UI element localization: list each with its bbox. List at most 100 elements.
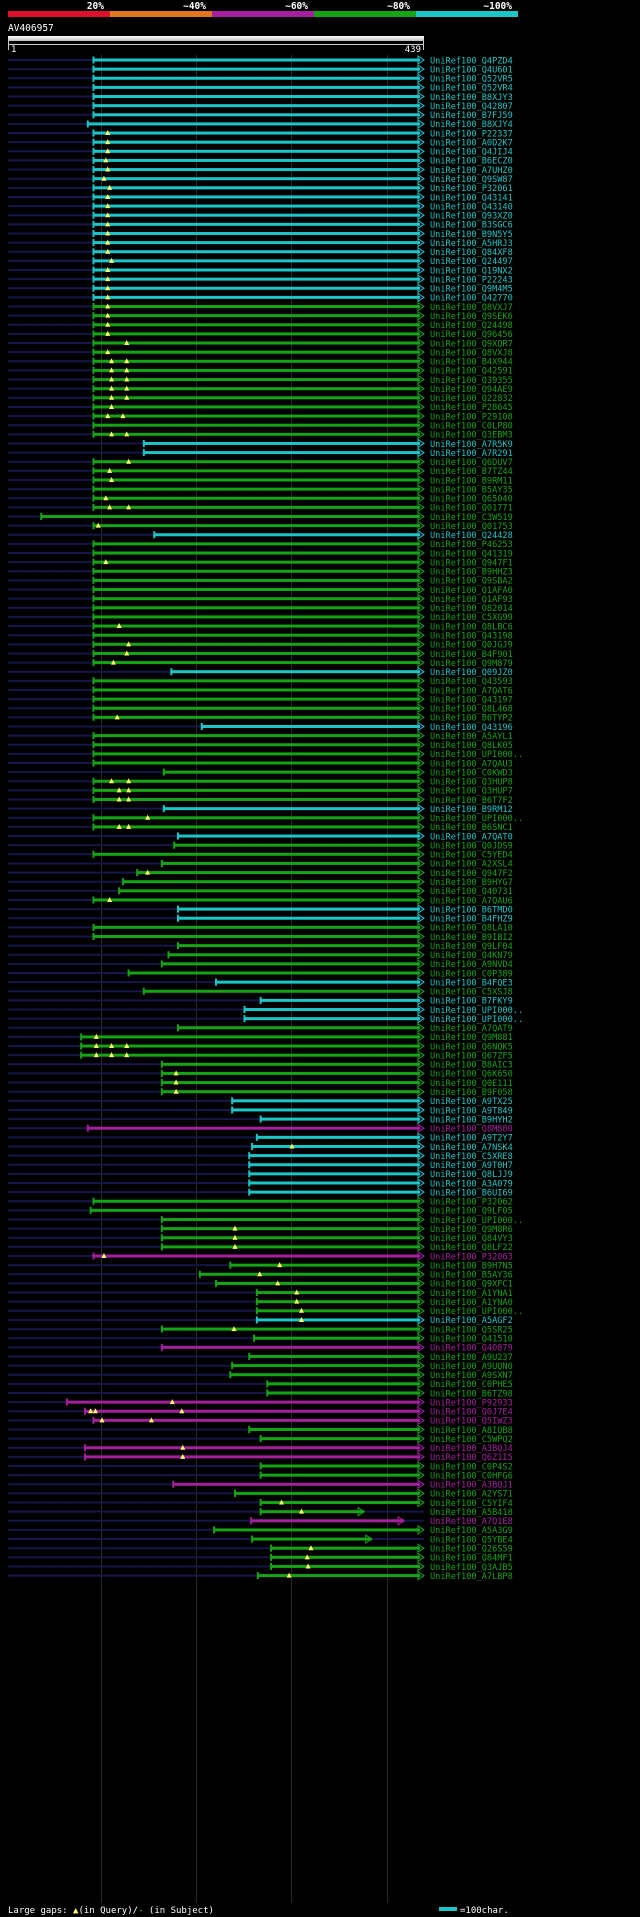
hit-row[interactable]: UniRef100_Q52VR4	[8, 82, 513, 94]
hit-row[interactable]: UniRef100_Q40731	[8, 885, 513, 897]
hit-row[interactable]: UniRef100_Q5IWZ3	[8, 1415, 513, 1427]
hit-row[interactable]: UniRef100_P28645	[8, 402, 513, 413]
hit-label[interactable]: UniRef100_B9F058	[430, 1088, 513, 1098]
hit-label[interactable]: UniRef100_A9T849	[430, 1106, 513, 1116]
hit-label[interactable]: UniRef100_Q4U601	[430, 65, 513, 75]
hit-row[interactable]: UniRef100_Q19NX2	[8, 265, 513, 276]
hit-row[interactable]: UniRef100_Q9XQR7	[8, 338, 513, 349]
hit-label[interactable]: UniRef100_Q40731	[430, 887, 513, 897]
hit-row[interactable]: UniRef100_Q5SR25	[8, 1324, 513, 1335]
hit-row[interactable]: UniRef100_B8XJY4	[8, 118, 513, 130]
hit-row[interactable]: UniRef100_Q84MF1	[8, 1552, 513, 1564]
hit-label[interactable]: UniRef100_A2XSL4	[430, 860, 513, 870]
hit-label[interactable]: UniRef100_A5AGF2	[430, 1316, 513, 1326]
hit-label[interactable]: UniRef100_Q24497	[430, 257, 513, 267]
hit-label[interactable]: UniRef100_Q0E111	[430, 1079, 513, 1089]
hit-row[interactable]: UniRef100_A3BQJ4	[8, 1442, 513, 1454]
hit-row[interactable]: UniRef100_Q6Z1I5	[8, 1451, 513, 1463]
hit-row[interactable]: UniRef100_B4X944	[8, 356, 513, 368]
hit-row[interactable]: UniRef100_B5AY36	[8, 1269, 513, 1281]
hit-label[interactable]: UniRef100_Q8L468	[430, 705, 513, 715]
hit-row[interactable]: UniRef100_A7NSK4	[8, 1141, 513, 1153]
hit-label[interactable]: UniRef100_B9RM12	[430, 805, 513, 815]
hit-label[interactable]: UniRef100_UPI000..	[430, 1216, 523, 1226]
hit-row[interactable]: UniRef100_A7R291	[8, 447, 513, 459]
hit-row[interactable]: UniRef100_A5HRJ3	[8, 237, 513, 249]
hit-row[interactable]: UniRef100_Q1AFA0	[8, 584, 513, 596]
hit-label[interactable]: UniRef100_A7UHZ0	[430, 166, 513, 176]
hit-row[interactable]: UniRef100_Q09JZ0	[8, 666, 513, 678]
hit-row[interactable]: UniRef100_Q9SEK6	[8, 310, 513, 322]
hit-label[interactable]: UniRef100_B5AY36	[430, 1271, 513, 1281]
hit-row[interactable]: UniRef100_Q43593	[8, 675, 513, 687]
hit-row[interactable]: UniRef100_B7FKY9	[8, 995, 513, 1007]
hit-label[interactable]: UniRef100_Q9XFC1	[430, 1280, 513, 1290]
hit-label[interactable]: UniRef100_B6T7F2	[430, 796, 513, 806]
hit-row[interactable]: UniRef100_Q3AJB5	[8, 1561, 513, 1573]
hit-label[interactable]: UniRef100_Q94AE9	[430, 385, 513, 395]
hit-label[interactable]: UniRef100_C0LP80	[430, 422, 513, 432]
hit-label[interactable]: UniRef100_C0HFG6	[430, 1471, 513, 1481]
hit-row[interactable]: UniRef100_Q8VXJ8	[8, 347, 513, 358]
hit-label[interactable]: UniRef100_Q1AFA0	[430, 586, 513, 596]
hit-label[interactable]: UniRef100_Q26S59	[430, 1544, 513, 1554]
hit-row[interactable]: UniRef100_Q3HUP8	[8, 776, 513, 788]
hit-row[interactable]: UniRef100_A7UHZ0	[8, 164, 513, 176]
hit-label[interactable]: UniRef100_Q43593	[430, 677, 513, 687]
hit-row[interactable]: UniRef100_B4F901	[8, 648, 513, 660]
hit-label[interactable]: UniRef100_UPI000..	[430, 814, 523, 824]
hit-label[interactable]: UniRef100_Q3EBM3	[430, 431, 513, 441]
hit-row[interactable]: UniRef100_C0KWD3	[8, 767, 513, 778]
hit-label[interactable]: UniRef100_B4FQE3	[430, 978, 513, 988]
hit-label[interactable]: UniRef100_C3W519	[430, 513, 513, 523]
hit-label[interactable]: UniRef100_Q41319	[430, 549, 513, 559]
hit-label[interactable]: UniRef100_A9T0H7	[430, 1161, 513, 1171]
hit-row[interactable]: UniRef100_Q0JGJ9	[8, 639, 513, 651]
hit-row[interactable]: UniRef100_B9HYH2	[8, 1114, 513, 1125]
hit-row[interactable]: UniRef100_Q4U601	[8, 64, 513, 75]
hit-label[interactable]: UniRef100_A9U237	[430, 1353, 513, 1363]
hit-row[interactable]: UniRef100_Q6DUV7	[8, 456, 513, 468]
hit-row[interactable]: UniRef100_Q9XFC1	[8, 1278, 513, 1290]
hit-row[interactable]: UniRef100_A3A079	[8, 1178, 513, 1189]
hit-label[interactable]: UniRef100_Q39355	[430, 376, 513, 386]
hit-label[interactable]: UniRef100_P46253	[430, 540, 513, 550]
hit-label[interactable]: UniRef100_Q8VXJ7	[430, 303, 513, 313]
hit-row[interactable]: UniRef100_C0LP80	[8, 420, 513, 432]
hit-label[interactable]: UniRef100_Q43198	[430, 631, 513, 641]
hit-row[interactable]: UniRef100_A7R5K9	[8, 438, 513, 450]
hit-label[interactable]: UniRef100_UPI000..	[430, 750, 523, 760]
hit-label[interactable]: UniRef100_Q8VXJ8	[430, 348, 513, 358]
hit-row[interactable]: UniRef100_UPI000..	[8, 1013, 523, 1025]
hit-row[interactable]: UniRef100_B6SNC1	[8, 821, 513, 833]
hit-row[interactable]: UniRef100_Q8L468	[8, 703, 513, 715]
hit-row[interactable]: UniRef100_Q9LF04	[8, 940, 513, 952]
hit-row[interactable]: UniRef100_Q4JIJ4	[8, 146, 513, 158]
hit-label[interactable]: UniRef100_Q40879	[430, 1344, 513, 1354]
hit-label[interactable]: UniRef100_A9UQN0	[430, 1362, 513, 1372]
hit-label[interactable]: UniRef100_O82014	[430, 604, 513, 614]
hit-row[interactable]: UniRef100_B6TZ98	[8, 1388, 513, 1399]
hit-row[interactable]: UniRef100_Q9M4M5	[8, 283, 513, 295]
hit-label[interactable]: UniRef100_B4X944	[430, 358, 513, 368]
hit-row[interactable]: UniRef100_A9SXN7	[8, 1369, 513, 1381]
hit-label[interactable]: UniRef100_Q9M4M5	[430, 285, 513, 295]
hit-label[interactable]: UniRef100_C0P389	[430, 969, 513, 979]
hit-row[interactable]: UniRef100_UPI000..	[8, 1305, 523, 1317]
hit-row[interactable]: UniRef100_B7TZ44	[8, 465, 513, 477]
hit-row[interactable]: UniRef100_A7QAT9	[8, 1022, 513, 1034]
hit-label[interactable]: UniRef100_A9NVD4	[430, 960, 513, 970]
hit-label[interactable]: UniRef100_UPI000..	[430, 1307, 523, 1317]
hit-row[interactable]: UniRef100_Q22832	[8, 392, 513, 404]
hit-label[interactable]: UniRef100_Q8LA10	[430, 924, 513, 934]
hit-label[interactable]: UniRef100_Q4PZD4	[430, 56, 513, 66]
hit-row[interactable]: UniRef100_Q9M881	[8, 1031, 513, 1043]
hit-label[interactable]: UniRef100_A7R5K9	[430, 440, 513, 450]
hit-row[interactable]: UniRef100_Q9SBA2	[8, 575, 513, 587]
hit-row[interactable]: UniRef100_A7QAT0	[8, 831, 513, 842]
hit-row[interactable]: UniRef100_Q24497	[8, 255, 513, 267]
hit-row[interactable]: UniRef100_C3W519	[8, 511, 513, 523]
hit-row[interactable]: UniRef100_B9HHZ3	[8, 566, 513, 578]
hit-label[interactable]: UniRef100_Q8M880	[430, 1125, 513, 1135]
hit-row[interactable]: UniRef100_B6T7F2	[8, 794, 513, 806]
